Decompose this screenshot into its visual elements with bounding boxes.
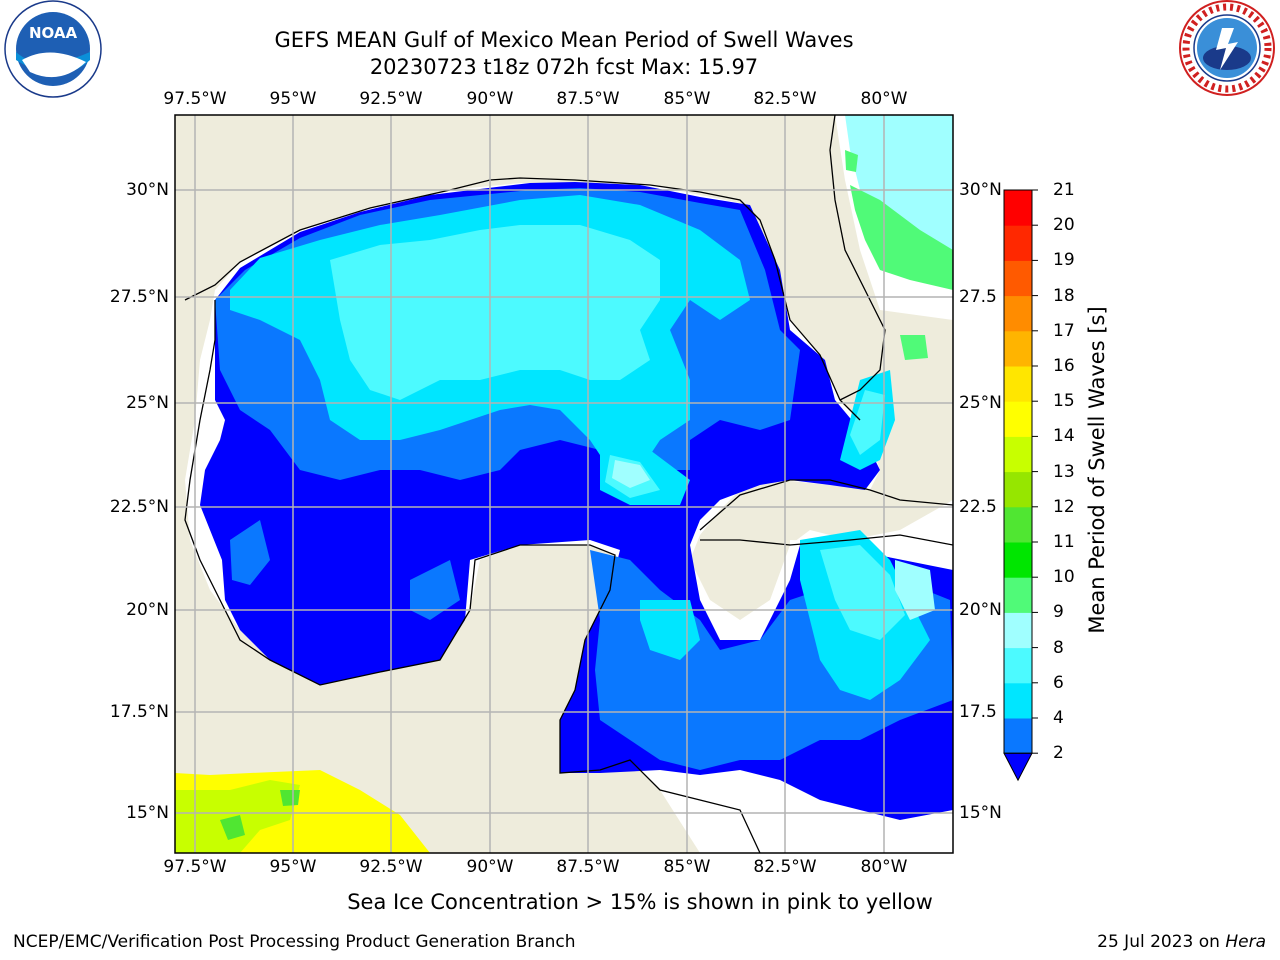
colorbar-tick-label: 20 [1053,215,1075,236]
colorbar-tick-label: 15 [1053,391,1075,412]
svg-text:NOAA: NOAA [29,24,78,42]
colorbar-tick-label: 18 [1053,285,1075,306]
lat-label-right: 22.5 [959,497,997,517]
colorbar-tick-label: 2 [1053,743,1064,764]
lon-label-bottom: 95°W [269,857,317,877]
lon-label-top: 95°W [269,89,317,109]
colorbar-segment [1004,330,1032,367]
lon-label-bottom: 92.5°W [359,857,423,877]
lon-label-bottom: 97.5°W [163,857,227,877]
nws-logo [1179,0,1275,96]
lon-label-top: 92.5°W [359,89,423,109]
colorbar-tick-label: 11 [1053,532,1075,552]
lon-label-top: 87.5°W [556,89,620,109]
coastline-cuba [699,479,953,546]
colorbar-tick-label: 16 [1053,356,1075,376]
lon-label-bottom: 90°W [466,857,514,877]
lon-label-top: 97.5°W [163,89,227,109]
map-title: GEFS MEAN Gulf of Mexico Mean Period of … [274,28,854,52]
colorbar-segment [1004,366,1032,402]
colorbar-segment [1004,225,1032,261]
colorbar-tick-label: 17 [1053,320,1075,341]
colorbar-tick-label: 10 [1053,567,1075,588]
coastline-florida [829,115,886,401]
lon-label-top: 80°W [860,89,908,109]
colorbar-tick-label: 21 [1053,180,1075,200]
colorbar-extend-arrow [1003,752,1033,782]
lon-label-top: 85°W [663,89,711,109]
contour-9-10 [612,115,953,620]
contour-10-11 [845,150,953,360]
colorbar-segment [1004,190,1032,226]
lat-label-right: 15°N [959,803,1002,823]
footer-credit: NCEP/EMC/Verification Post Processing Pr… [13,932,576,952]
colorbar-segment [1004,682,1032,719]
lon-label-bottom: 87.5°W [556,857,620,877]
lat-label-left: 22.5°N [109,497,169,517]
sea-ice-green [220,790,300,840]
colorbar-tick-label: 6 [1053,672,1064,693]
footer-host: Hera [1225,932,1266,952]
colorbar-segment [1004,647,1032,684]
lat-label-right: 27.5 [959,287,997,307]
colorbar-tick-label: 19 [1053,250,1075,271]
lat-label-right: 25°N [959,393,1002,413]
map-frame [174,114,954,854]
colorbar-tick-label: 9 [1053,602,1064,623]
lat-label-left: 20°N [126,600,169,620]
colorbar [1003,189,1038,782]
forecast-subtitle: 20230723 t18z 072h fcst Max: 15.97 [369,55,759,79]
colorbar-segment [1004,542,1032,578]
colorbar-segment [1004,436,1032,473]
colorbar-segment [1004,718,1032,754]
lon-label-bottom: 82.5°W [753,857,817,877]
colorbar-segment [1004,260,1032,297]
lat-label-right: 30°N [959,180,1002,200]
noaa-logo: NOAA [4,0,102,98]
colorbar-segment [1004,612,1032,649]
colorbar-segment [1004,577,1032,613]
colorbar-tick-label: 14 [1053,426,1075,447]
lon-label-bottom: 85°W [663,857,711,877]
colorbar-segment [1004,401,1032,437]
contour-8-9 [330,225,905,640]
colorbar-tick-label: 8 [1053,637,1064,658]
lon-label-bottom: 80°W [860,857,908,877]
graticule [175,115,953,853]
lat-label-right: 20°N [959,600,1002,620]
lat-label-left: 15°N [126,803,169,823]
footer-date-text: 25 Jul 2023 on [1097,932,1226,952]
colorbar-label: Mean Period of Swell Waves [s] [1085,306,1109,634]
colorbar-tick-label: 4 [1053,708,1064,728]
lat-label-right: 17.5 [959,702,997,722]
colorbar-tick-label: 13 [1053,461,1075,482]
colorbar-segment [1004,506,1032,543]
colorbar-segment [1004,471,1032,508]
lat-label-left: 30°N [126,180,169,200]
colorbar-tick-label: 12 [1053,496,1075,517]
lat-label-left: 27.5°N [109,287,169,307]
lat-label-left: 17.5°N [109,702,169,722]
colorbar-segment [1004,295,1032,332]
lon-label-top: 90°W [466,89,514,109]
sea-ice-note: Sea Ice Concentration > 15% is shown in … [347,890,933,914]
lon-label-top: 82.5°W [753,89,817,109]
footer-date: 25 Jul 2023 on Hera [1097,932,1266,952]
lat-label-left: 25°N [126,393,169,413]
